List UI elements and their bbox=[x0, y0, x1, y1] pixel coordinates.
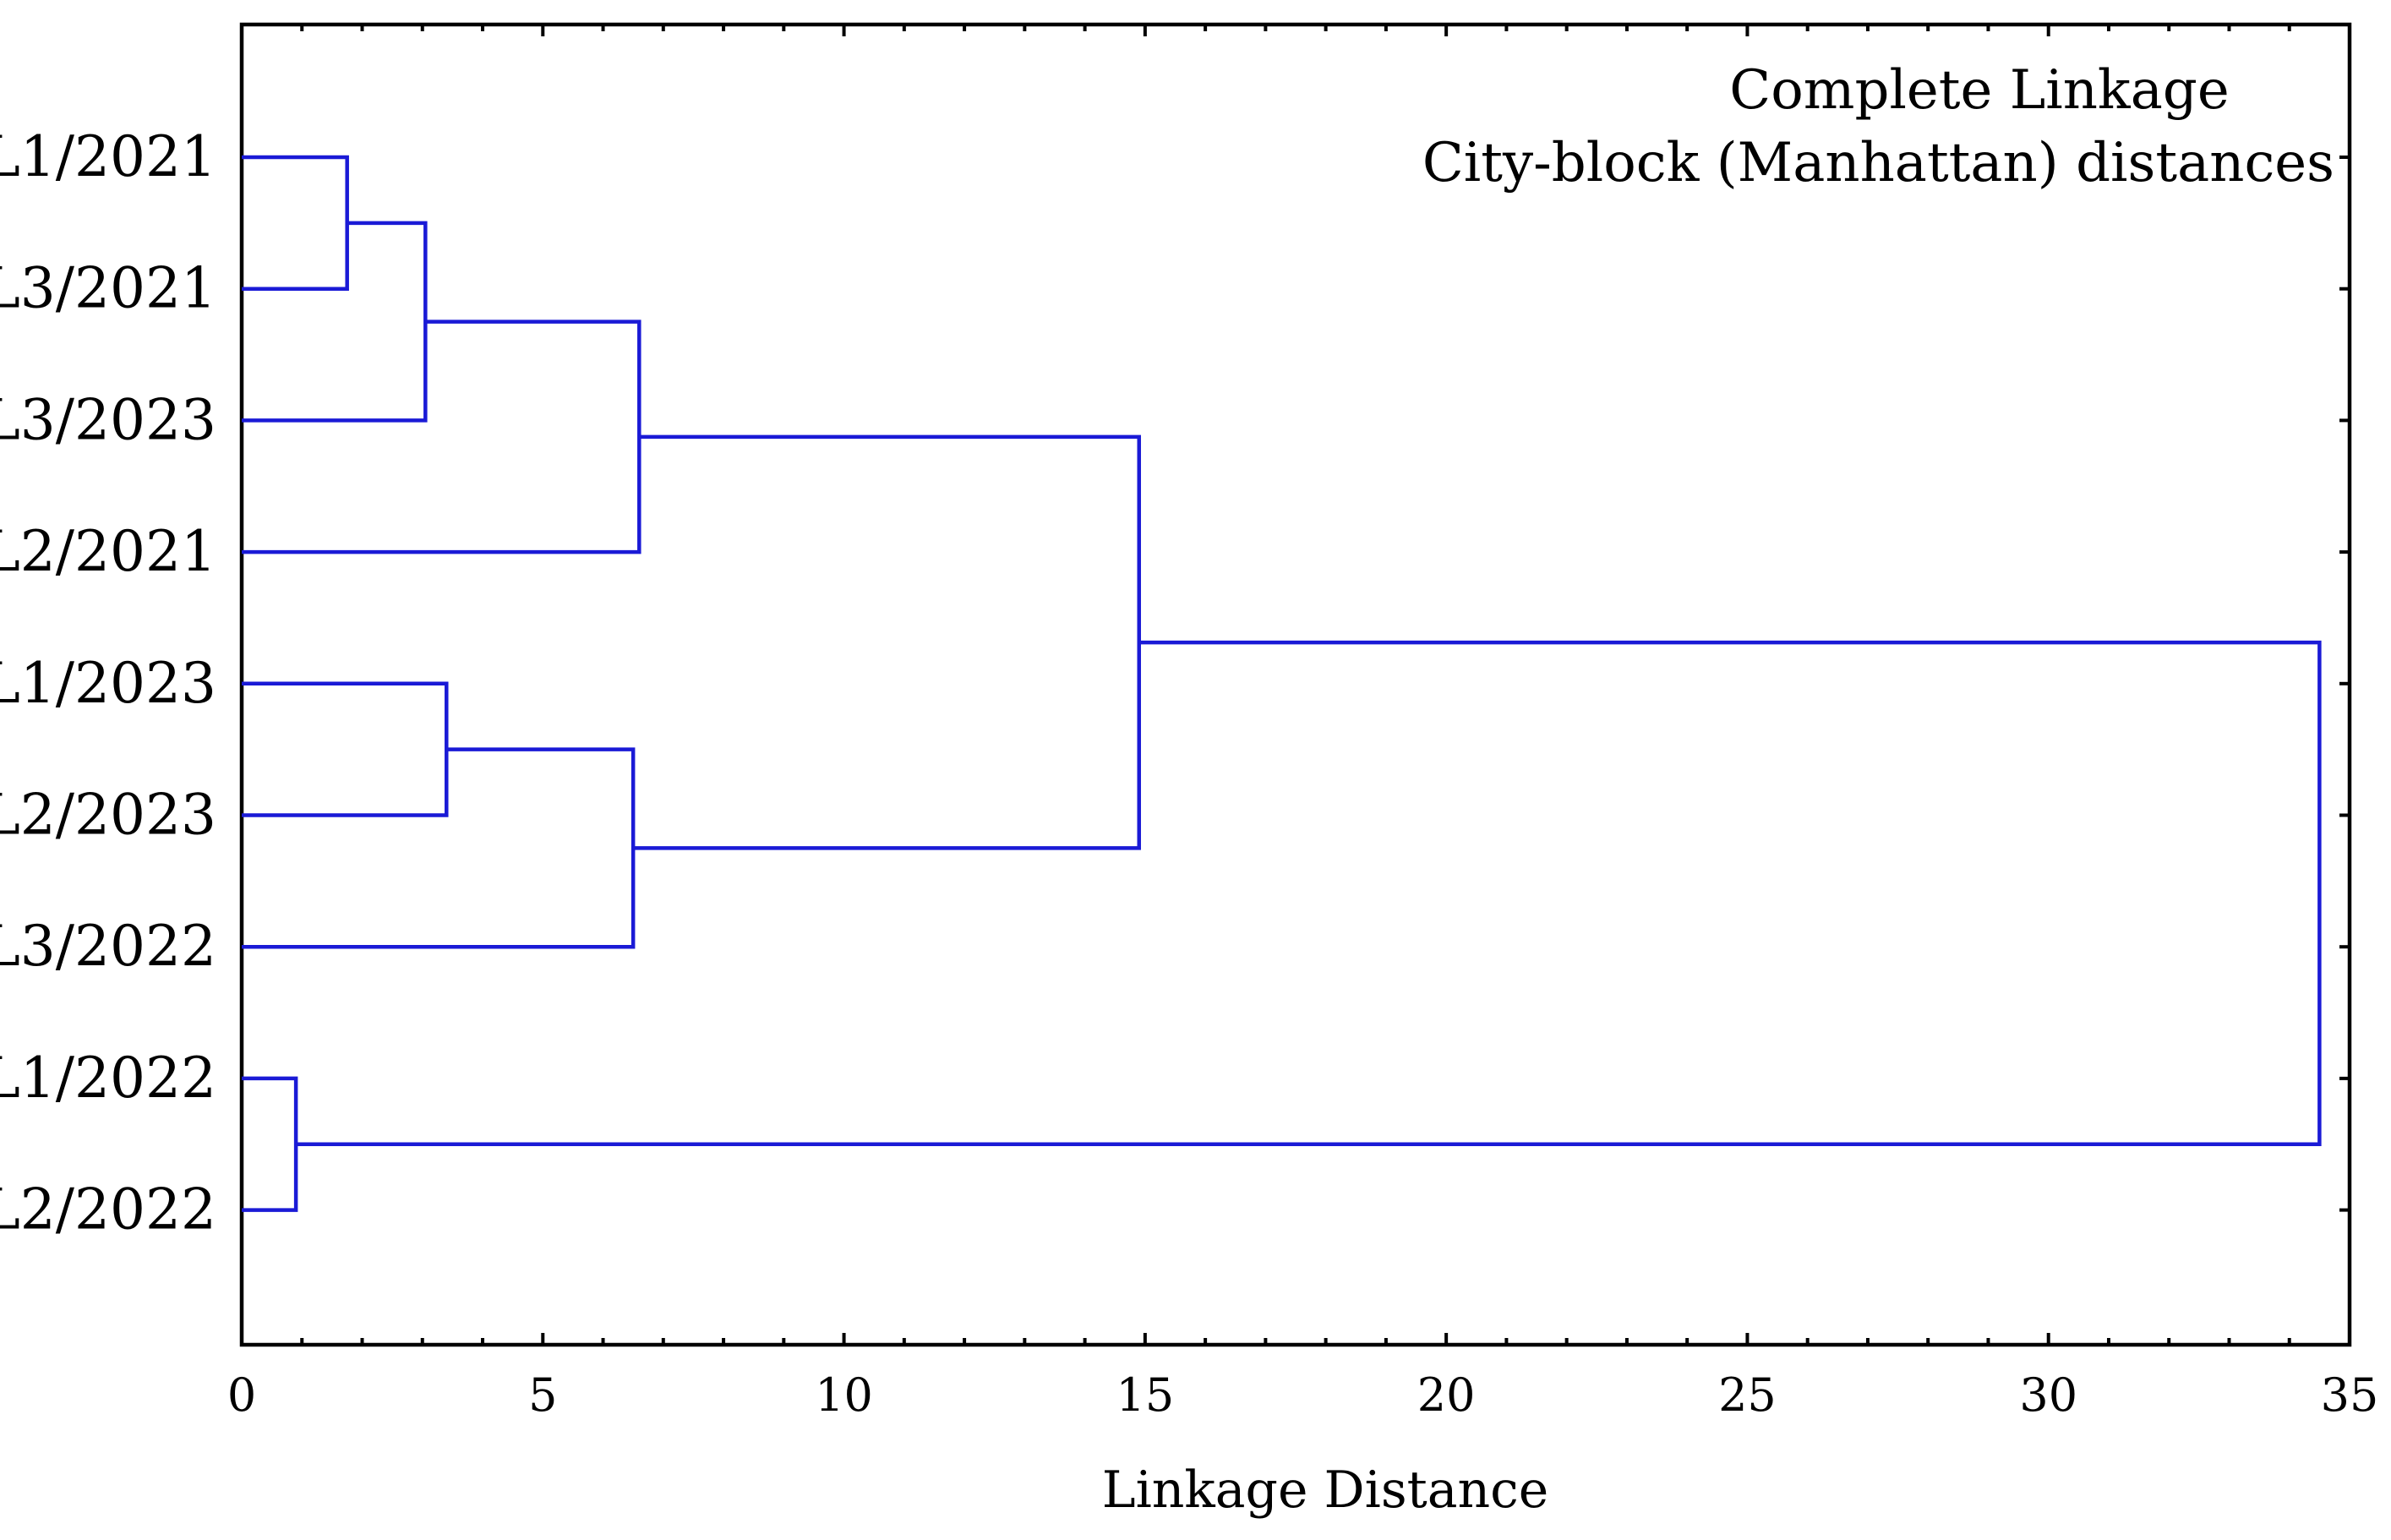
x-axis-title: Linkage Distance bbox=[1102, 1461, 1549, 1520]
dendrogram-branches bbox=[242, 155, 2322, 1212]
annotation-linkage: Complete Linkage bbox=[1729, 59, 2229, 122]
branch-c3 bbox=[242, 221, 428, 423]
leaf-label: L3/2023 bbox=[0, 387, 216, 452]
annotation-distance: City-block (Manhattan) distances bbox=[1422, 132, 2334, 194]
x-tick-label: 10 bbox=[815, 1368, 873, 1422]
branch-c7 bbox=[633, 434, 1141, 850]
branch-c6 bbox=[242, 319, 641, 554]
leaf-label: L3/2021 bbox=[0, 256, 216, 321]
leaf-label: L2/2023 bbox=[0, 783, 216, 848]
leaf-label: L2/2022 bbox=[0, 1177, 216, 1242]
branch-c2 bbox=[242, 155, 349, 291]
leaf-labels: L1/2021 L3/2021 L3/2023 L2/2021 L1/2023 L2/20… bbox=[0, 124, 216, 1242]
branch-c1 bbox=[242, 1076, 298, 1212]
x-tick-label: 25 bbox=[1718, 1368, 1777, 1422]
right-axis-ticks bbox=[2339, 156, 2350, 1212]
x-tick-label: 20 bbox=[1417, 1368, 1476, 1422]
leaf-label: L1/2022 bbox=[0, 1046, 216, 1111]
leaf-label: L1/2023 bbox=[0, 651, 216, 716]
x-axis: 0 5 10 15 20 25 30 35 bbox=[227, 25, 2379, 1422]
branch-c4 bbox=[242, 681, 449, 817]
branch-c8 bbox=[296, 640, 2322, 1146]
leaf-label: L2/2021 bbox=[0, 519, 216, 584]
x-tick-label: 5 bbox=[528, 1368, 557, 1422]
x-tick-label: 0 bbox=[227, 1368, 256, 1422]
plot-frame bbox=[239, 22, 2352, 1347]
branch-c5 bbox=[242, 747, 636, 949]
leaf-label: L1/2021 bbox=[0, 124, 216, 189]
leaf-label: L3/2022 bbox=[0, 914, 216, 979]
x-tick-label: 15 bbox=[1116, 1368, 1174, 1422]
x-tick-label: 30 bbox=[2019, 1368, 2077, 1422]
x-tick-label: 35 bbox=[2321, 1368, 2379, 1422]
